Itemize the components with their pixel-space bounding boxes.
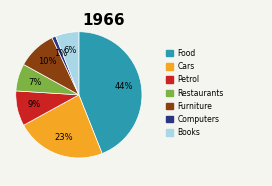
Wedge shape [16,91,79,125]
Wedge shape [56,32,79,95]
Wedge shape [79,32,142,153]
Wedge shape [52,36,79,95]
Text: 1966: 1966 [82,13,125,28]
Text: 6%: 6% [64,46,77,55]
Wedge shape [24,95,102,158]
Wedge shape [16,65,79,95]
Text: 1%: 1% [54,49,67,58]
Text: 44%: 44% [114,82,133,91]
Text: 23%: 23% [54,133,73,142]
Text: 7%: 7% [29,78,42,87]
Wedge shape [24,38,79,95]
Legend: Food, Cars, Petrol, Restaurants, Furniture, Computers, Books: Food, Cars, Petrol, Restaurants, Furnitu… [166,49,224,137]
Text: 9%: 9% [28,100,41,109]
Text: 10%: 10% [39,57,57,66]
